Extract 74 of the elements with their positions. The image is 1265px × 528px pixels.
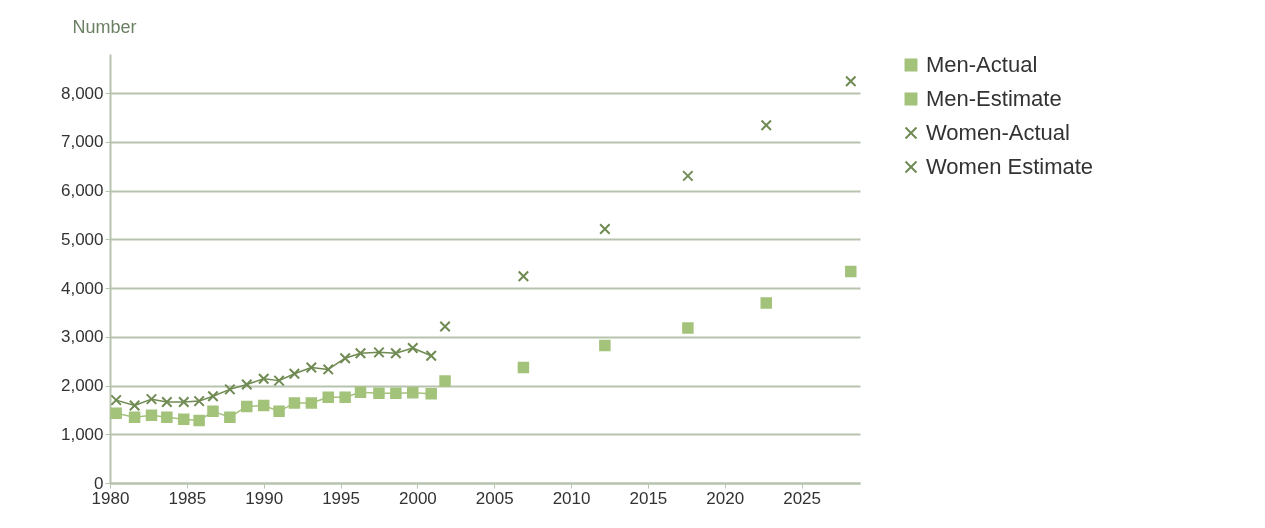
point xyxy=(193,395,205,407)
point xyxy=(354,347,367,360)
point xyxy=(845,265,857,278)
point xyxy=(224,383,236,396)
point xyxy=(322,391,334,403)
point xyxy=(241,400,253,413)
point xyxy=(760,119,772,131)
x-tick-label: 1990 xyxy=(245,488,284,508)
point xyxy=(354,386,367,399)
x-tick-label: 2010 xyxy=(552,488,591,508)
point xyxy=(257,372,270,385)
legend-label: Women Estimate xyxy=(926,154,1094,179)
legend-label: Men-Estimate xyxy=(926,86,1062,111)
point xyxy=(439,320,451,333)
point xyxy=(517,361,530,374)
point xyxy=(390,347,402,360)
x-tick-label: 2015 xyxy=(629,488,668,508)
y-tick-label: 8,000 xyxy=(60,83,104,103)
point xyxy=(599,339,611,352)
point xyxy=(305,397,318,409)
point xyxy=(178,413,190,425)
point xyxy=(439,375,451,387)
point xyxy=(161,411,173,423)
point xyxy=(241,378,253,391)
point xyxy=(322,363,334,376)
x-tick-label: 2025 xyxy=(783,488,822,508)
point xyxy=(273,374,285,387)
point xyxy=(224,411,236,423)
x-tick-label: 2020 xyxy=(706,488,745,508)
point xyxy=(599,223,611,235)
point xyxy=(425,350,437,362)
y-axis-title: Number xyxy=(72,16,137,37)
point xyxy=(257,399,270,412)
point xyxy=(373,346,385,359)
point xyxy=(288,368,301,380)
point xyxy=(845,75,857,88)
point xyxy=(128,399,141,412)
point xyxy=(178,396,190,408)
x-tick-label: 1995 xyxy=(322,488,360,508)
point xyxy=(288,397,301,409)
point xyxy=(425,388,437,400)
y-tick-label: 2,000 xyxy=(60,376,104,395)
x-tick-label: 1985 xyxy=(168,488,207,508)
point xyxy=(760,297,772,309)
y-tick-label: 5,000 xyxy=(60,229,104,249)
point xyxy=(145,409,158,421)
point xyxy=(193,414,205,427)
point xyxy=(207,405,219,418)
y-tick-label: 4,000 xyxy=(60,278,104,298)
point xyxy=(128,411,141,423)
point xyxy=(273,405,285,418)
point xyxy=(207,390,219,402)
point xyxy=(682,170,694,182)
y-tick-label: 1,000 xyxy=(60,424,104,444)
x-tick-label: 2005 xyxy=(475,488,514,508)
point xyxy=(161,396,173,408)
y-tick-label: 3,000 xyxy=(60,327,104,347)
point xyxy=(407,387,419,399)
point xyxy=(110,407,122,420)
point xyxy=(517,270,530,283)
point xyxy=(339,352,351,364)
point xyxy=(110,394,122,406)
point xyxy=(682,322,694,334)
point xyxy=(407,342,419,354)
point xyxy=(373,387,385,400)
point xyxy=(305,361,318,374)
y-tick-label: 6,000 xyxy=(60,181,104,200)
legend-label: Women-Actual xyxy=(926,120,1070,145)
point xyxy=(145,393,158,405)
point xyxy=(390,387,402,400)
y-tick-label: 7,000 xyxy=(60,132,104,152)
point xyxy=(339,391,351,403)
legend-label: Men-Actual xyxy=(926,52,1038,77)
x-tick-label: 2000 xyxy=(398,488,437,508)
